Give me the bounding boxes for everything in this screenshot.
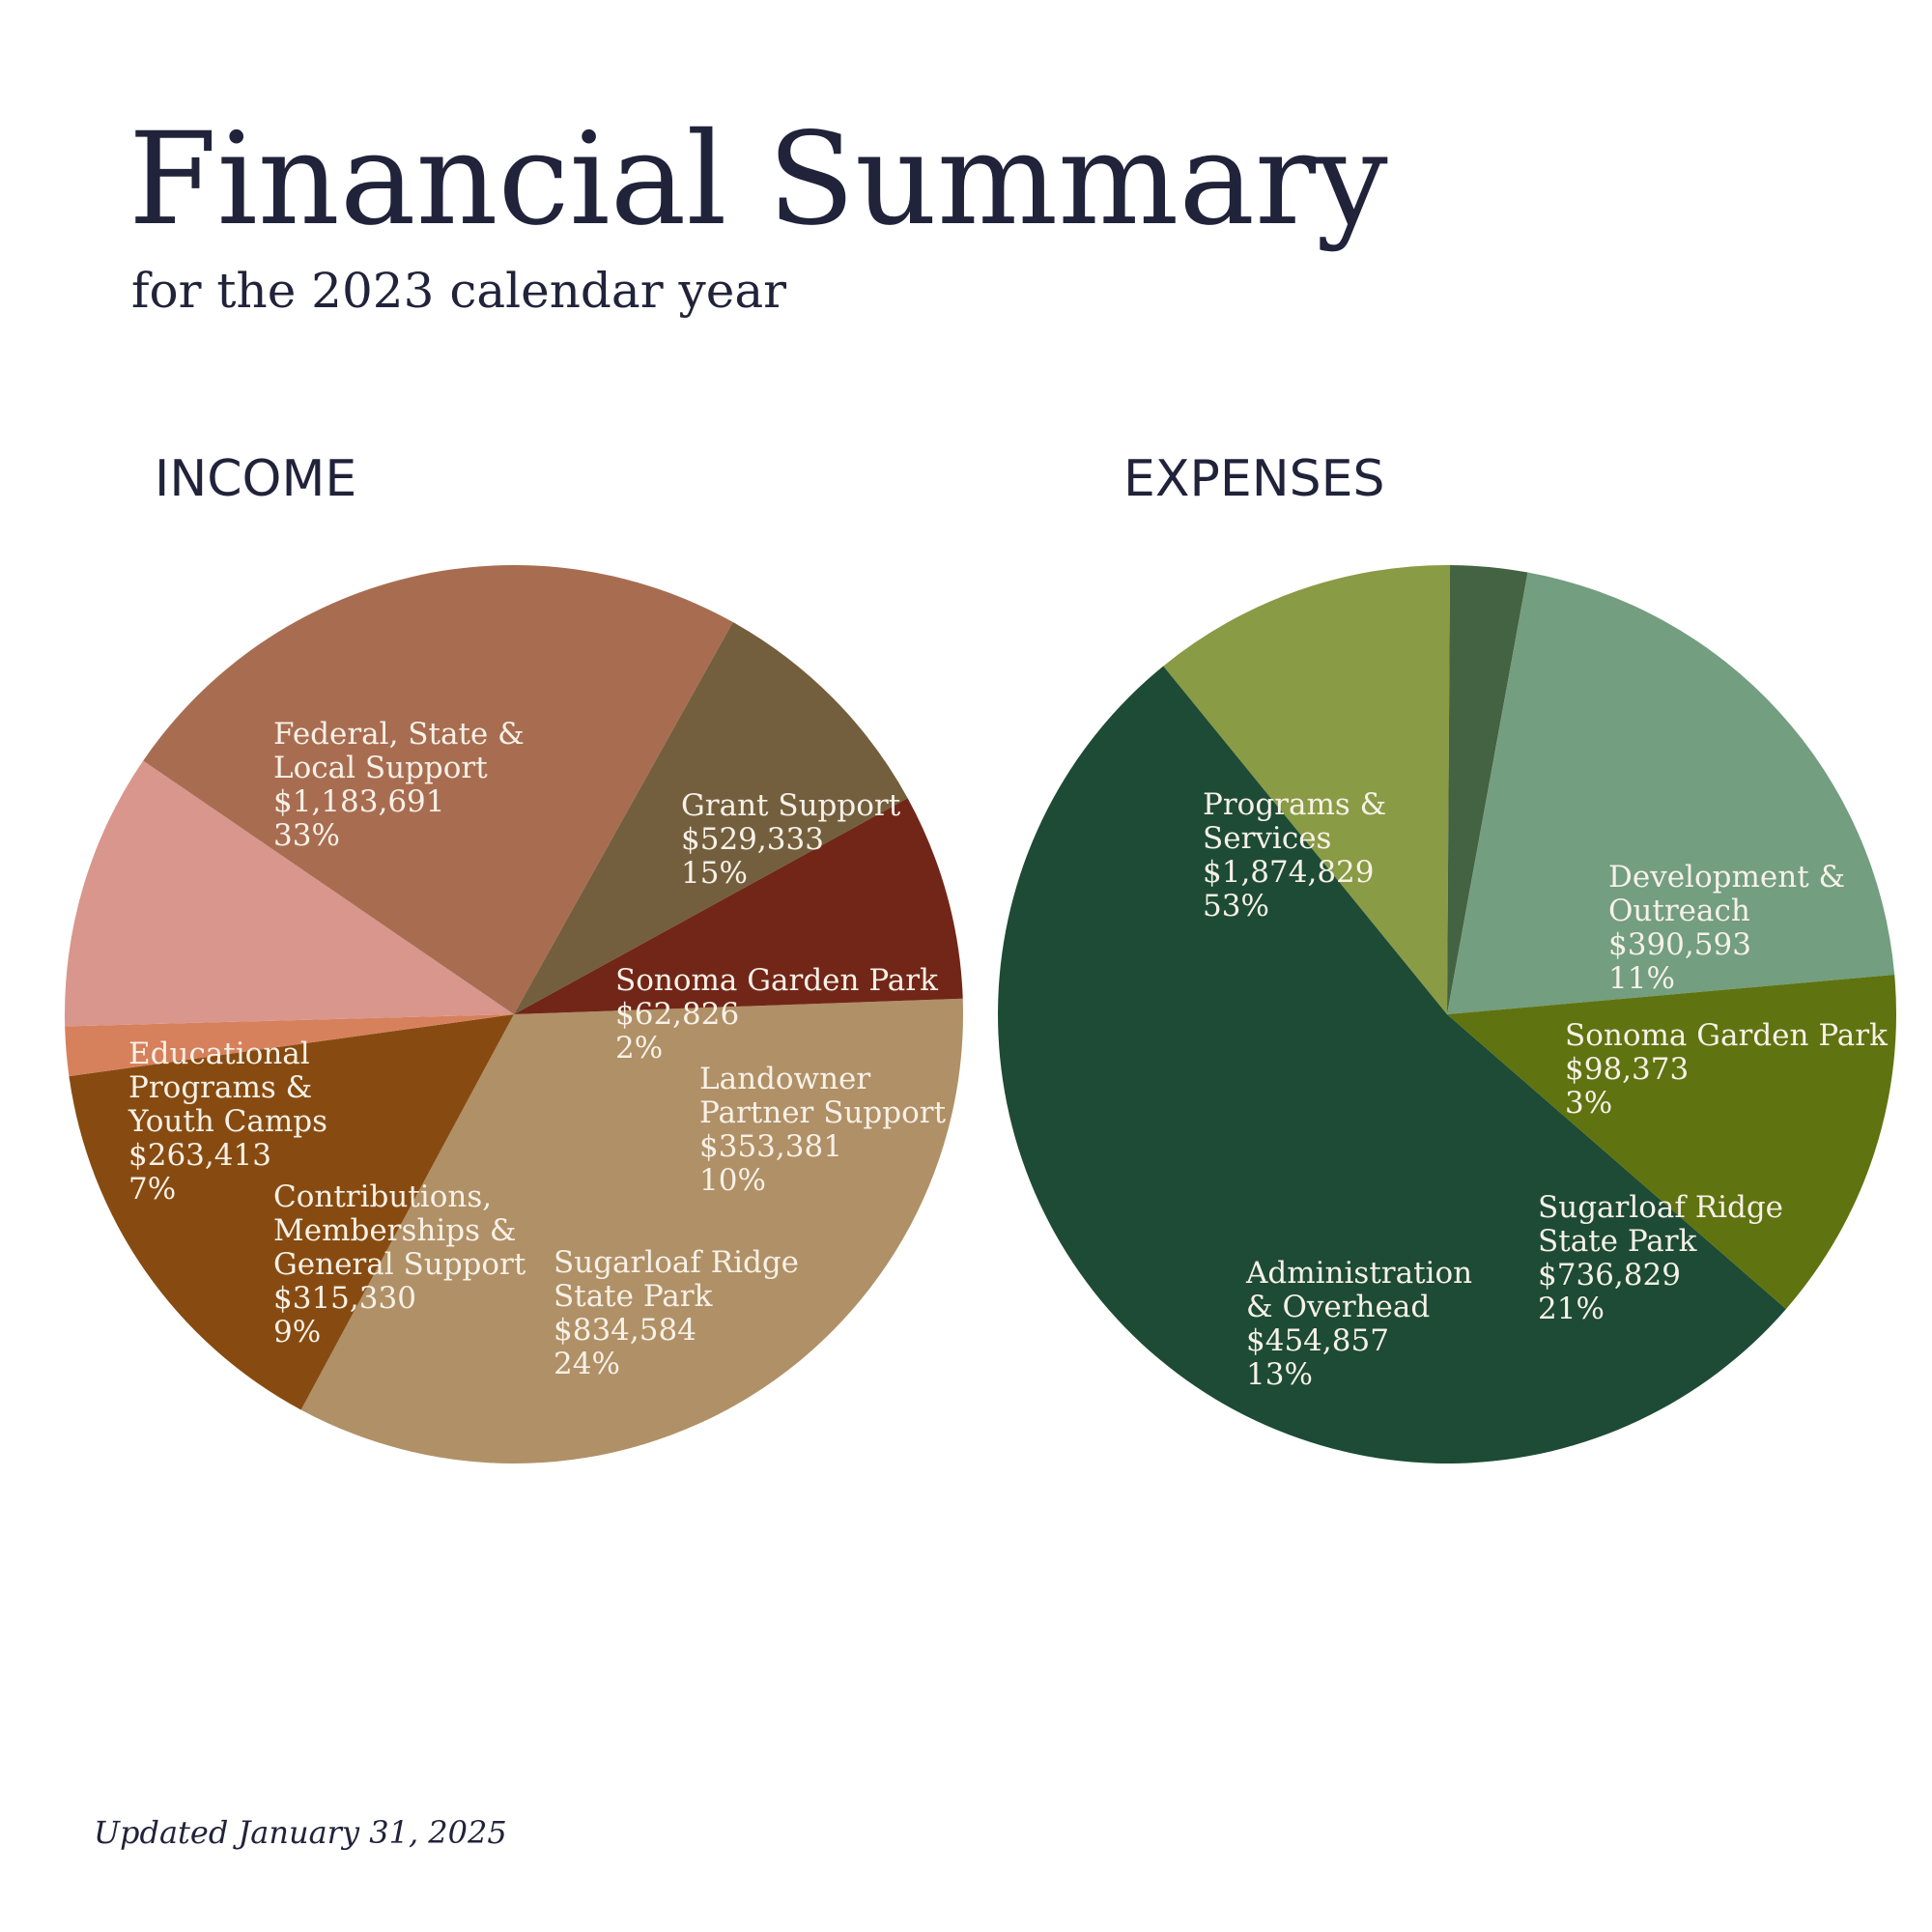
expenses-label-sonoma-garden-park: Sonoma Garden Park $98,373 3% xyxy=(1565,1018,1888,1121)
expenses-label-programs-and-services: Programs & Services $1,874,829 53% xyxy=(1203,787,1386,923)
page-subtitle: for the 2023 calendar year xyxy=(131,263,787,319)
expenses-slice-administration-and-overhead xyxy=(1447,975,1896,1310)
income-label-sugarloaf-ridge-state-park: Sugarloaf Ridge State Park $834,584 24% xyxy=(554,1245,799,1381)
income-slice-sugarloaf-ridge-state-park xyxy=(143,565,733,1014)
expenses-slice-sonoma-garden-park xyxy=(1447,565,1528,1014)
expenses-label-development-and-outreach: Development & Outreach $390,593 11% xyxy=(1608,860,1845,996)
updated-date: Updated January 31, 2025 xyxy=(94,1814,507,1851)
income-chart-title: INCOME xyxy=(155,450,357,508)
income-slice-grant-support xyxy=(69,1014,514,1410)
income-slice-federal-state-and-local-support xyxy=(300,998,964,1464)
income-label-landowner-partner-support: Landowner Partner Support $353,381 10% xyxy=(699,1062,947,1198)
income-label-educational-programs-and-youth-camps: Educational Programs & Youth Camps $263,413… xyxy=(128,1037,327,1207)
expenses-label-administration-and-overhead: Administration & Overhead $454,857 13% xyxy=(1245,1256,1472,1392)
income-slice-contributions-memberships-and-general-support xyxy=(514,622,908,1014)
income-label-contributions-memberships-and-general-support: Contributions, Memberships & General Suppo… xyxy=(273,1179,526,1350)
income-label-sonoma-garden-park: Sonoma Garden Park $62,826 2% xyxy=(615,963,938,1065)
expenses-slice-development-and-outreach xyxy=(1163,564,1451,1014)
expenses-slice-programs-and-services xyxy=(998,666,1786,1463)
expenses-label-sugarloaf-ridge-state-park: Sugarloaf Ridge State Park $736,829 21% xyxy=(1538,1190,1783,1326)
income-slice-sonoma-garden-park xyxy=(65,1014,515,1077)
page-title: Financial Summary xyxy=(128,105,1388,254)
income-slice-landowner-partner-support xyxy=(65,760,515,1027)
expenses-chart-title: EXPENSES xyxy=(1123,450,1385,508)
income-label-grant-support: Grant Support $529,333 15% xyxy=(681,788,901,891)
expenses-slice-sugarloaf-ridge-state-park xyxy=(1447,572,1895,1014)
income-label-federal-state-and-local-support: Federal, State & Local Support $1,183,691 3… xyxy=(273,717,525,853)
income-slice-educational-programs-and-youth-camps xyxy=(514,798,963,1014)
